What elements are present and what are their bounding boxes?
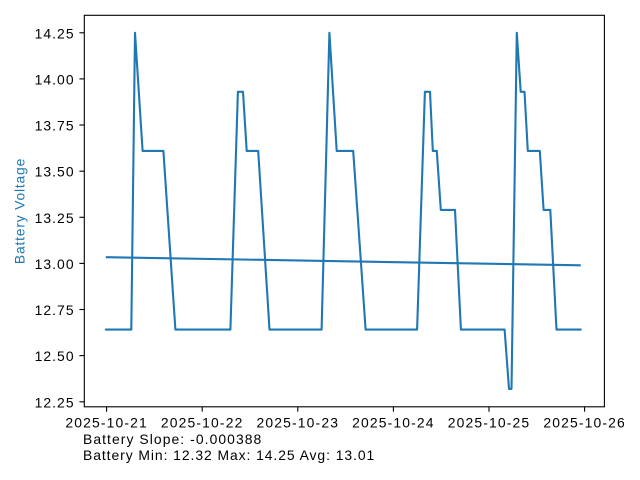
svg-text:14.25: 14.25: [35, 25, 75, 41]
svg-text:Battery Voltage: Battery Voltage: [12, 158, 28, 264]
svg-text:2025-10-25: 2025-10-25: [448, 415, 531, 431]
svg-text:13.75: 13.75: [35, 118, 75, 134]
svg-text:2025-10-26: 2025-10-26: [543, 415, 626, 431]
svg-text:13.00: 13.00: [35, 256, 75, 272]
svg-text:2025-10-24: 2025-10-24: [352, 415, 435, 431]
svg-text:2025-10-23: 2025-10-23: [257, 415, 340, 431]
svg-text:13.25: 13.25: [35, 210, 75, 226]
svg-text:13.50: 13.50: [35, 164, 75, 180]
svg-text:14.00: 14.00: [35, 71, 75, 87]
svg-text:12.50: 12.50: [35, 348, 75, 364]
svg-text:12.25: 12.25: [35, 394, 75, 410]
svg-text:Battery Min: 12.32 Max: 14.25: Battery Min: 12.32 Max: 14.25 Avg: 13.01: [83, 447, 375, 463]
svg-text:2025-10-22: 2025-10-22: [161, 415, 244, 431]
svg-text:Battery Slope: -0.000388: Battery Slope: -0.000388: [83, 431, 262, 447]
svg-text:12.75: 12.75: [35, 302, 75, 318]
svg-text:2025-10-21: 2025-10-21: [65, 415, 148, 431]
